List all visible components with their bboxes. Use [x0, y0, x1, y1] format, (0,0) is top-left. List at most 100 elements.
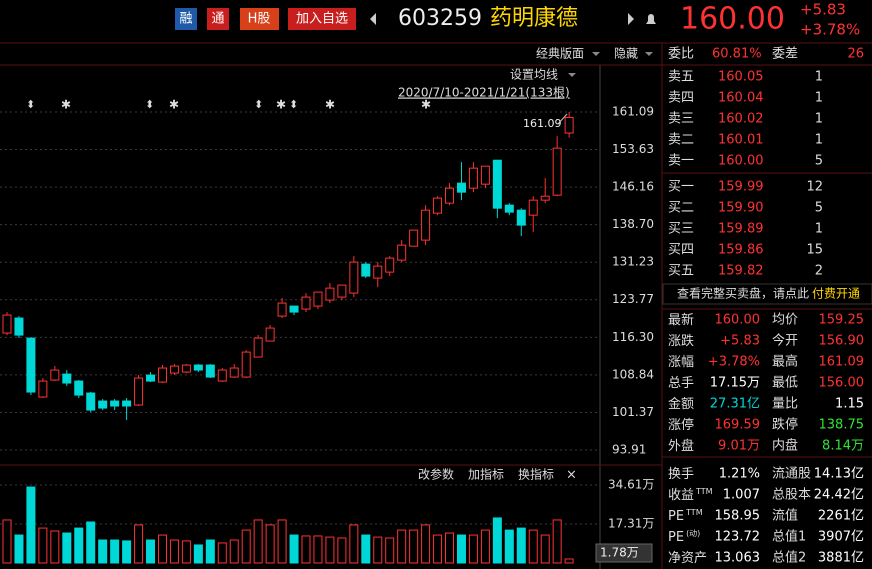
level-label: 卖五 — [668, 70, 694, 85]
candle-body — [301, 296, 311, 310]
quote-label: 总值1 — [772, 529, 806, 545]
tag-bg[interactable] — [207, 8, 229, 30]
svg-text:⬍: ⬍ — [254, 98, 263, 111]
candle-body — [504, 204, 514, 213]
notice-link[interactable]: 付费开通 — [812, 287, 860, 301]
volume-bar — [98, 539, 108, 564]
candle-body — [146, 374, 156, 382]
svg-text:⬍: ⬍ — [26, 98, 35, 111]
tag[interactable]: H股 — [248, 12, 271, 27]
date-range[interactable]: 2020/7/10-2021/1/21(133根) — [398, 86, 570, 100]
candle-body — [74, 380, 84, 396]
quote-label: 最新 — [668, 312, 694, 328]
level-price: 159.90 — [718, 201, 764, 216]
volume-bar — [456, 534, 466, 564]
quote-value: 1.007 — [723, 488, 760, 503]
candle-body — [134, 377, 144, 406]
candle-body — [564, 116, 574, 134]
y-tick-label: 116.30 — [612, 330, 654, 344]
indicator-button[interactable]: 换指标 — [518, 467, 554, 482]
indicator-button[interactable]: 加指标 — [468, 467, 504, 482]
annotation-arrow — [557, 113, 568, 125]
volume-bar — [540, 534, 550, 564]
level-label: 卖四 — [668, 91, 694, 106]
volume-bar — [265, 524, 275, 564]
quote-value: 123.72 — [715, 530, 761, 545]
candle-body — [468, 167, 478, 189]
quote-label: PE (动) — [668, 528, 700, 545]
volume-bar — [373, 536, 383, 564]
quote-value: 158.95 — [715, 509, 761, 524]
notice-box — [662, 283, 872, 305]
candle-body — [349, 261, 359, 294]
dropdown-icon — [645, 52, 653, 56]
candle-body — [205, 364, 215, 378]
candle-body — [480, 165, 490, 185]
volume-bar — [38, 527, 48, 564]
candle-body — [456, 182, 466, 193]
volume-bar — [289, 534, 299, 564]
level-volume: 1 — [815, 222, 823, 237]
tag-bg[interactable] — [240, 8, 279, 30]
candle-body — [110, 400, 120, 407]
level-label: 买三 — [668, 222, 694, 237]
close-button[interactable]: × — [566, 468, 577, 483]
ratio: 60.81% — [712, 47, 762, 62]
quote-label: 总手 — [668, 376, 694, 391]
prev-arrow[interactable] — [370, 13, 376, 25]
tag[interactable]: 通 — [211, 12, 224, 27]
quote-label-sup: (动) — [686, 528, 700, 538]
watchlist-button[interactable]: 加入自选 — [296, 12, 348, 27]
quote-value: 13.063 — [715, 551, 761, 566]
candle-body — [492, 159, 502, 209]
stock-name: 药明康德 — [490, 6, 578, 31]
volume-bar — [349, 524, 359, 564]
candle-body — [265, 327, 275, 342]
volume-bar — [301, 535, 311, 564]
tag-bg[interactable] — [288, 8, 356, 30]
volume-bar — [217, 542, 227, 564]
quote-label: 最新 — [668, 312, 694, 328]
hide-button[interactable]: 隐藏 — [614, 47, 638, 61]
quote-value: 27.31亿 — [710, 397, 760, 412]
bell-icon[interactable] — [646, 14, 656, 24]
last-volume-label: 1.78万 — [600, 546, 639, 560]
quote-label: 总手 — [668, 376, 694, 391]
volume-bar — [193, 544, 203, 564]
layout-button[interactable]: 经典版面 — [536, 47, 584, 61]
candle-body — [2, 314, 12, 334]
indicator-button[interactable]: 改参数 — [418, 467, 454, 482]
quote-label: 量比 — [772, 397, 798, 412]
quote-label: 换手 — [668, 467, 694, 482]
quote-label: PE TTM — [668, 508, 703, 524]
y-tick-label: 138.70 — [612, 217, 654, 231]
volume-bar — [552, 519, 562, 564]
volume-bar — [564, 558, 574, 564]
level-volume: 1 — [815, 91, 823, 106]
volume-bar — [86, 521, 96, 564]
max-annotation: 161.09 — [523, 117, 562, 130]
candle-body — [445, 187, 455, 204]
level-volume: 5 — [815, 154, 823, 169]
volume-bar — [492, 517, 502, 564]
candle-body — [552, 147, 562, 196]
y-tick-label: 146.16 — [612, 180, 654, 194]
level-volume: 1 — [815, 70, 823, 85]
volume-bar — [445, 532, 455, 564]
candle-body — [385, 257, 395, 273]
tag[interactable]: 融 — [179, 12, 192, 27]
quote-label: 外盘 — [668, 438, 694, 454]
candle-body — [229, 367, 239, 378]
quote-value: 169.59 — [715, 418, 761, 433]
candle-body — [277, 302, 287, 317]
y-tick-label: 131.23 — [612, 255, 654, 269]
quote-value: 3907亿 — [818, 530, 864, 545]
label: 委比 — [668, 47, 694, 62]
tag-bg[interactable] — [175, 8, 197, 30]
candle-body — [169, 365, 179, 374]
candle-body — [86, 392, 96, 411]
level-volume: 1 — [815, 133, 823, 148]
ma-setting[interactable]: 设置均线 — [510, 68, 558, 82]
next-arrow[interactable] — [628, 13, 634, 25]
level-label: 买四 — [668, 243, 694, 258]
